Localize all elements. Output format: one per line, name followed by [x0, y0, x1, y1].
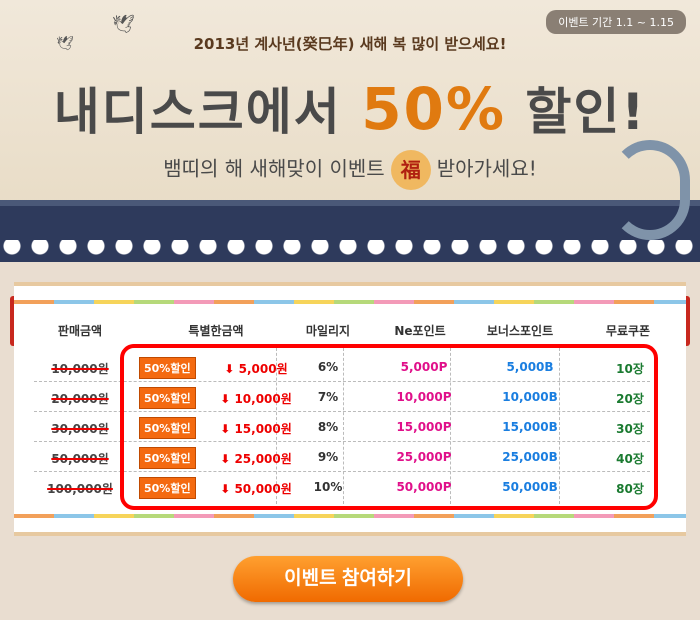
benefit-table: 판매금액 특별한금액 마일리지 Ne포인트 보너스포인트 무료쿠폰 10,000… — [14, 282, 686, 536]
column-divider — [450, 348, 451, 504]
stripe-divider — [14, 300, 686, 304]
discount-badge: 50%할인 — [139, 447, 196, 469]
down-arrow-icon: ⬇ — [220, 422, 235, 436]
mileage: 8% — [317, 420, 339, 434]
join-event-button[interactable]: 이벤트 참여하기 — [233, 556, 463, 602]
event-banner: 🕊 🕊 이벤트 기간 1.1 ~ 1.15 2013년 계사년(癸巳年) 새해 … — [0, 0, 700, 215]
highlight-box — [120, 344, 658, 510]
column-divider — [343, 348, 344, 504]
ne-point: 50,000P — [396, 480, 452, 494]
header-mileage: 마일리지 — [305, 324, 351, 338]
column-divider — [559, 348, 560, 504]
event-period-badge: 이벤트 기간 1.1 ~ 1.15 — [546, 10, 686, 34]
discount-badge: 50%할인 — [139, 417, 196, 439]
mileage: 10% — [313, 480, 343, 494]
mileage: 7% — [317, 390, 339, 404]
original-price: 30,000원 — [51, 422, 109, 436]
table-row: 50,000원 50%할인 ⬇ 25,000원 9% 25,000P 25,00… — [34, 442, 650, 472]
bonus-point: 10,000B — [502, 390, 558, 404]
crane-icon: 🕊 — [56, 36, 74, 52]
title-percent: 50% — [361, 75, 507, 143]
roof-eaves — [0, 200, 700, 240]
column-divider — [276, 348, 277, 504]
special-price: ⬇ 50,000원 — [220, 480, 292, 497]
banner-title: 내디스크에서 50% 할인! — [0, 72, 700, 144]
mileage: 9% — [317, 450, 339, 464]
title-text: 내디스크에서 — [53, 83, 362, 141]
mileage: 6% — [317, 360, 339, 374]
fortune-char-icon: 福 — [390, 150, 431, 190]
special-price-value: 50,000원 — [234, 482, 292, 496]
special-price-value: 10,000원 — [234, 392, 292, 406]
banner-tagline: 뱀띠의 해 새해맞이 이벤트 福 받아가세요! — [0, 150, 700, 190]
discount-badge: 50%할인 — [139, 477, 196, 499]
special-price-value: 5,000원 — [238, 362, 288, 376]
special-price: ⬇ 5,000원 — [224, 360, 287, 377]
stripe-divider — [14, 514, 686, 518]
down-arrow-icon: ⬇ — [220, 452, 235, 466]
free-coupon: 20장 — [616, 392, 644, 406]
free-coupon: 10장 — [616, 362, 644, 376]
header-free-coupon: 무료쿠폰 — [605, 324, 651, 338]
ne-point: 25,000P — [396, 450, 452, 464]
title-text-end: 할인! — [506, 83, 647, 141]
discount-badge: 50%할인 — [139, 357, 196, 379]
tagline-text-end: 받아가세요! — [436, 156, 537, 181]
free-coupon: 30장 — [616, 422, 644, 436]
down-arrow-icon: ⬇ — [224, 362, 239, 376]
special-price-value: 25,000원 — [234, 452, 292, 466]
table-row: 100,000원 50%할인 ⬇ 50,000원 10% 50,000P 50,… — [34, 472, 650, 502]
roof-tiles — [0, 240, 700, 262]
ne-point: 5,000P — [400, 360, 448, 374]
special-price-value: 15,000원 — [234, 422, 292, 436]
bonus-point: 50,000B — [502, 480, 558, 494]
table-row: 30,000원 50%할인 ⬇ 15,000원 8% 15,000P 15,00… — [34, 412, 650, 442]
table-row: 20,000원 50%할인 ⬇ 10,000원 7% 10,000P 10,00… — [34, 382, 650, 412]
crane-icon: 🕊 — [112, 14, 135, 35]
ne-point: 15,000P — [396, 420, 452, 434]
ne-point: 10,000P — [396, 390, 452, 404]
original-price: 50,000원 — [51, 452, 109, 466]
special-price: ⬇ 10,000원 — [220, 390, 292, 407]
original-price: 20,000원 — [51, 392, 109, 406]
header-sale-price: 판매금액 — [57, 324, 103, 338]
header-bonus-point: 보너스포인트 — [486, 324, 554, 338]
free-coupon: 80장 — [616, 482, 644, 496]
down-arrow-icon: ⬇ — [220, 392, 235, 406]
special-price: ⬇ 25,000원 — [220, 450, 292, 467]
bonus-point: 25,000B — [502, 450, 558, 464]
free-coupon: 40장 — [616, 452, 644, 466]
table-row: 10,000원 50%할인 ⬇ 5,000원 6% 5,000P 5,000B … — [34, 352, 650, 382]
header-special-price: 특별한금액 — [188, 324, 244, 338]
discount-badge: 50%할인 — [139, 387, 196, 409]
down-arrow-icon: ⬇ — [220, 482, 235, 496]
tagline-text: 뱀띠의 해 새해맞이 이벤트 — [163, 156, 385, 181]
banner-subtitle: 2013년 계사년(癸巳年) 새해 복 많이 받으세요! — [193, 35, 507, 53]
snake-mascot — [610, 140, 690, 240]
bonus-point: 15,000B — [502, 420, 558, 434]
original-price: 100,000원 — [47, 482, 113, 496]
bonus-point: 5,000B — [506, 360, 554, 374]
header-ne-point: Ne포인트 — [394, 324, 446, 338]
original-price: 10,000원 — [51, 362, 109, 376]
special-price: ⬇ 15,000원 — [220, 420, 292, 437]
